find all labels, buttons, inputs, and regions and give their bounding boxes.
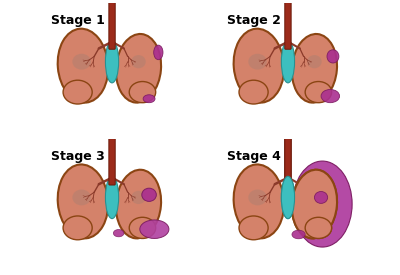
Ellipse shape [239,80,268,104]
Ellipse shape [292,170,337,238]
FancyBboxPatch shape [285,124,291,185]
Ellipse shape [72,54,91,70]
Ellipse shape [106,40,119,83]
Ellipse shape [142,188,156,201]
Text: Stage 4: Stage 4 [227,150,281,163]
Ellipse shape [281,176,294,219]
Ellipse shape [281,176,294,219]
Ellipse shape [292,170,337,238]
Ellipse shape [307,55,322,68]
FancyBboxPatch shape [109,0,115,49]
Ellipse shape [292,161,352,247]
FancyBboxPatch shape [285,124,291,185]
Ellipse shape [143,95,155,103]
Text: Stage 3: Stage 3 [51,150,105,163]
Ellipse shape [72,189,91,205]
Ellipse shape [131,55,146,68]
Ellipse shape [154,45,163,60]
Ellipse shape [116,34,161,103]
Ellipse shape [113,230,124,237]
Ellipse shape [129,81,156,103]
Ellipse shape [116,170,161,238]
Ellipse shape [321,89,340,103]
Ellipse shape [305,81,332,103]
Ellipse shape [307,191,322,204]
Ellipse shape [314,191,328,204]
FancyBboxPatch shape [109,124,115,185]
Ellipse shape [281,40,294,83]
Ellipse shape [248,189,267,205]
Text: Stage 1: Stage 1 [51,14,105,27]
Ellipse shape [327,50,339,63]
Ellipse shape [305,217,332,238]
Ellipse shape [234,29,284,103]
Text: Stage 2: Stage 2 [227,14,281,27]
Ellipse shape [248,54,267,70]
Ellipse shape [129,217,156,238]
Ellipse shape [292,34,337,103]
Ellipse shape [58,29,108,103]
FancyBboxPatch shape [285,0,291,49]
Ellipse shape [63,80,92,104]
Ellipse shape [140,220,169,238]
Ellipse shape [239,216,268,240]
Ellipse shape [305,217,332,238]
Ellipse shape [63,216,92,240]
Ellipse shape [106,176,119,219]
Ellipse shape [58,164,108,238]
Ellipse shape [292,230,305,239]
Ellipse shape [131,191,146,204]
Ellipse shape [234,164,284,238]
